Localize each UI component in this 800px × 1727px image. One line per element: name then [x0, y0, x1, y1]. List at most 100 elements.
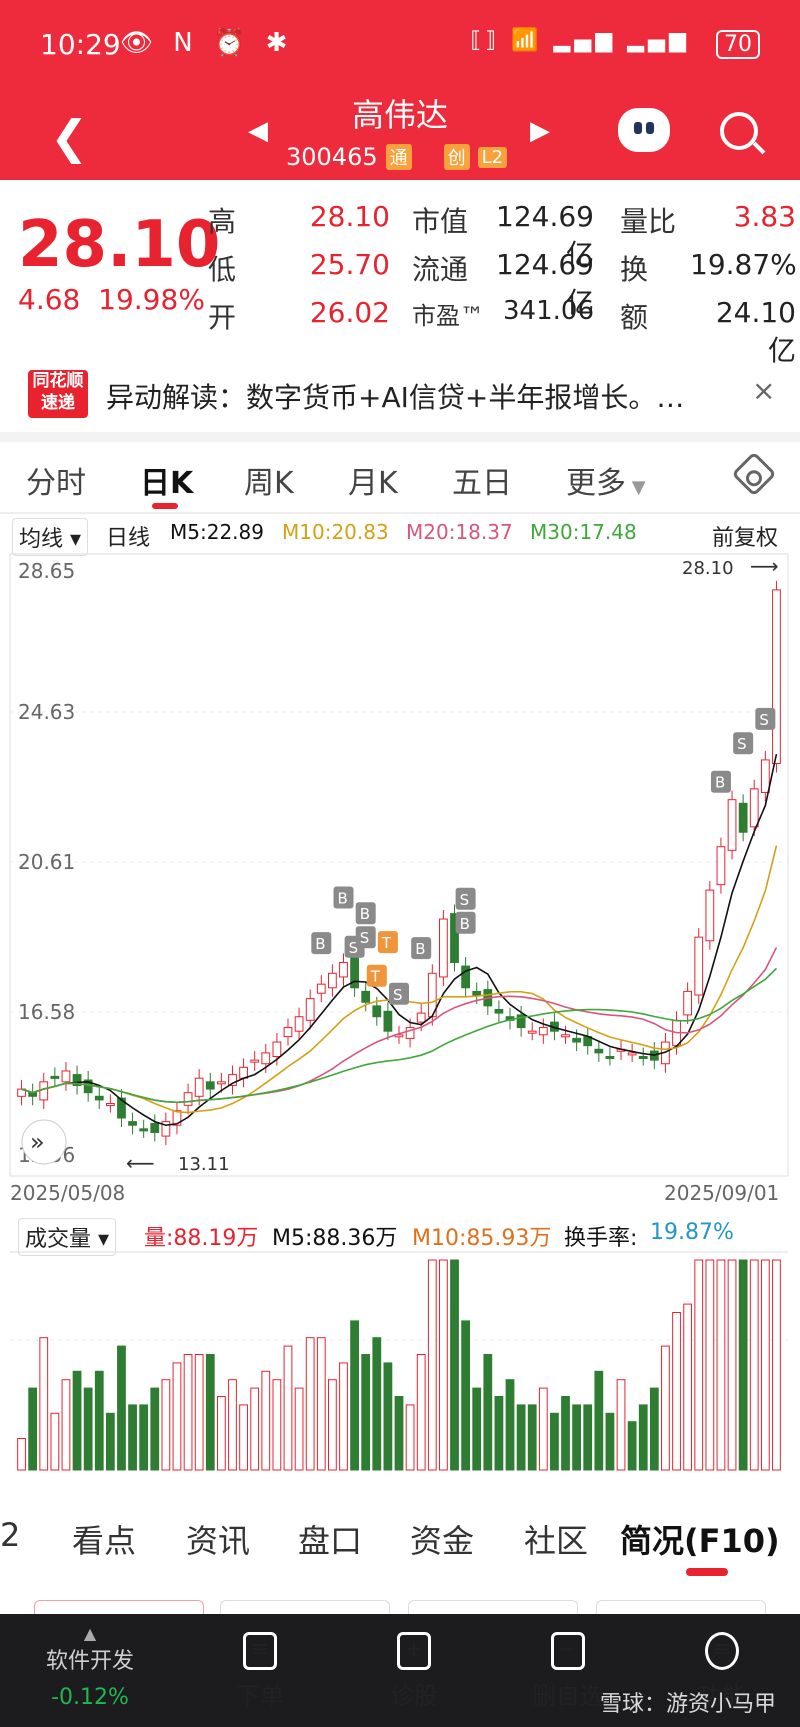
volume-bar: [716, 1259, 726, 1471]
next-stock-icon[interactable]: ▶: [530, 116, 550, 146]
volume-bar: [416, 1354, 426, 1471]
volume-bar: [627, 1421, 637, 1471]
x-start-label: 2025/05/08: [10, 1181, 125, 1205]
robot-assistant-icon[interactable]: [618, 108, 670, 152]
section-divider: [0, 432, 800, 442]
marker-label: S: [360, 929, 370, 947]
volume-value: 量:88.19万: [144, 1226, 259, 1251]
marker-badge: [333, 886, 354, 909]
stock-code: 300465: [286, 143, 378, 171]
candle: [572, 1037, 582, 1043]
marker-label: S: [737, 735, 747, 753]
close-icon[interactable]: ×: [752, 374, 776, 407]
volume-bar: [705, 1259, 715, 1471]
candle: [294, 1016, 304, 1032]
candle: [727, 799, 737, 851]
volume-bar: [550, 1412, 559, 1471]
candle: [305, 998, 315, 1021]
diagnose-icon: +: [397, 1632, 431, 1670]
ma-line-30: [21, 967, 778, 1104]
nav-order[interactable]: ≡ 下单: [200, 1632, 320, 1711]
back-icon[interactable]: ❮: [50, 110, 89, 164]
candles: [17, 580, 781, 1146]
volume-bar: [450, 1259, 459, 1471]
candle: [228, 1074, 237, 1086]
label-low: 低: [208, 253, 237, 286]
tab-highlights[interactable]: 看点: [72, 1522, 137, 1560]
tab-more[interactable]: 更多 ▼: [566, 458, 646, 502]
status-icons: 👁 N ⏰ ✱: [120, 28, 294, 58]
ma-select[interactable]: 均线 ▾: [12, 518, 89, 556]
marker-badge: [311, 932, 332, 955]
current-price: 28.10: [18, 208, 221, 282]
y-tick: 16.58: [18, 1000, 75, 1024]
arrow-left-icon: ⟵: [126, 1151, 155, 1175]
tab-weekly-k[interactable]: 周K: [244, 466, 294, 501]
marker-badge: [377, 931, 398, 954]
tab-f10[interactable]: 简况(F10): [620, 1522, 780, 1560]
volume-bar: [105, 1412, 115, 1471]
volume-bar: [516, 1404, 526, 1471]
battery-indicator: 70: [716, 30, 760, 59]
candle: [72, 1074, 82, 1086]
order-icon: ≡: [243, 1632, 277, 1670]
candle: [316, 983, 326, 994]
volume-bar: [483, 1354, 493, 1471]
card: [34, 1600, 204, 1620]
ma30-value: M30:17.48: [530, 520, 637, 544]
marker-badge: [733, 732, 754, 755]
nav-remove-label: 删自选: [532, 1682, 604, 1710]
tab-five-day[interactable]: 五日: [452, 466, 512, 501]
volume-bar: [228, 1379, 237, 1471]
news-headline[interactable]: 异动解读：数字货币+AI信贷+半年报增长。…: [106, 381, 685, 414]
candle: [760, 759, 770, 793]
tab-daily-k[interactable]: 日K: [140, 466, 194, 501]
candle: [527, 1030, 537, 1034]
volume-bar: [738, 1259, 748, 1471]
nav-functions[interactable]: ≡ 功能: [662, 1632, 782, 1711]
volume-bar: [672, 1312, 681, 1471]
tab-news[interactable]: 资讯: [186, 1522, 251, 1560]
candle: [50, 1075, 60, 1079]
marker-label: S: [460, 891, 470, 909]
label-float-cap: 流通: [412, 253, 469, 286]
label-volume-ratio: 量比: [620, 205, 677, 238]
tab-intraday[interactable]: 分时: [26, 466, 86, 501]
label-turnover: 换: [620, 253, 649, 286]
volume-bar: [649, 1387, 659, 1471]
tab-order-book[interactable]: 盘口: [298, 1522, 363, 1560]
tab-community[interactable]: 社区: [524, 1522, 589, 1560]
volume-bar: [328, 1379, 337, 1471]
search-icon[interactable]: [720, 112, 758, 150]
nav-remove-watchlist[interactable]: − 删自选: [508, 1632, 628, 1711]
volume-bar: [616, 1379, 626, 1471]
candle: [605, 1056, 615, 1060]
adjust-select[interactable]: 前复权: [712, 526, 779, 551]
candlestick-chart[interactable]: 28.65 24.63 20.61 16.58 12.56 28.10 ⟶ ⟵ …: [0, 552, 800, 1212]
marker-badge: [755, 707, 776, 730]
prev-stock-icon[interactable]: ◀: [248, 116, 268, 146]
candle: [139, 1128, 149, 1132]
nav-diagnose[interactable]: + 诊股: [354, 1632, 474, 1711]
candle: [261, 1052, 271, 1065]
volume-bar: [505, 1379, 515, 1471]
candle: [694, 936, 704, 996]
candle: [372, 1005, 382, 1018]
volume-bar: [139, 1404, 149, 1471]
turnover-value: 19.87%: [650, 1220, 734, 1245]
marker-label: T: [381, 934, 392, 952]
collapse-icon[interactable]: [21, 1119, 67, 1165]
settings-icon[interactable]: [731, 451, 777, 497]
volume-bar: [239, 1404, 248, 1471]
volume-select[interactable]: 成交量 ▾: [18, 1218, 117, 1256]
tab-monthly-k[interactable]: 月K: [348, 466, 398, 501]
candle: [161, 1121, 171, 1137]
volume-bar: [494, 1396, 504, 1471]
candle: [105, 1103, 115, 1107]
volume-bar: [572, 1404, 582, 1471]
nav-sector[interactable]: ▲ 软件开发 -0.12%: [30, 1624, 150, 1710]
tab-partial[interactable]: 2: [0, 1516, 21, 1554]
tab-fund-flow[interactable]: 资金: [410, 1522, 475, 1560]
candle: [472, 990, 482, 996]
marker-badge: [710, 770, 731, 793]
